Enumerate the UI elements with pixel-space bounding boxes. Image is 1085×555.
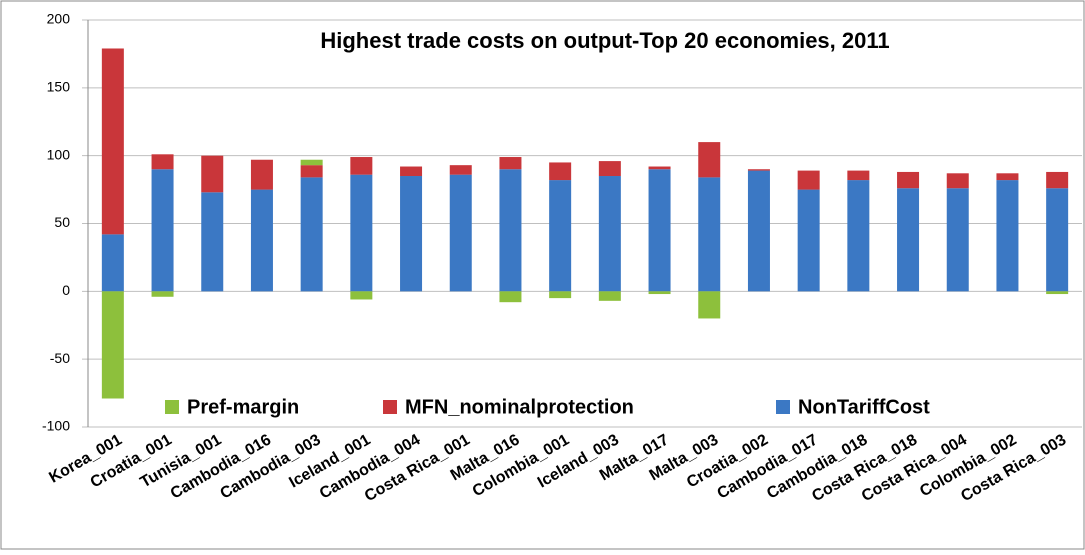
- bar-segment: [300, 177, 323, 292]
- bar-segment: [648, 166, 671, 170]
- bar-segment: [598, 161, 621, 177]
- y-tick-label: 200: [47, 11, 71, 27]
- bar-segment: [449, 174, 472, 292]
- bar-segment: [350, 174, 373, 292]
- bar-segment: [300, 159, 323, 166]
- bar-segment: [847, 170, 870, 181]
- bar-segment: [747, 170, 770, 292]
- bar-segment: [897, 171, 920, 189]
- bar-segment: [151, 169, 174, 292]
- bar-segment: [151, 291, 174, 297]
- bar-segment: [101, 291, 124, 399]
- bar-segment: [499, 157, 522, 170]
- legend-swatch: [383, 400, 397, 414]
- bar-segment: [151, 154, 174, 170]
- legend-swatch: [776, 400, 790, 414]
- bar-segment: [250, 189, 273, 292]
- bar-segment: [549, 291, 572, 299]
- bar-segment: [400, 166, 423, 177]
- bar-segment: [1046, 188, 1069, 292]
- bar-segment: [549, 162, 572, 181]
- bar-segment: [250, 159, 273, 190]
- bar-segment: [1046, 291, 1069, 295]
- bar-segment: [400, 176, 423, 292]
- bar-segment: [350, 157, 373, 175]
- bar-segment: [648, 291, 671, 295]
- y-tick-label: 50: [54, 214, 70, 230]
- bar-segment: [499, 291, 522, 303]
- bar-segment: [797, 189, 820, 292]
- bar-segment: [598, 291, 621, 301]
- bar-segment: [698, 177, 721, 292]
- bar-segment: [797, 170, 820, 190]
- bar-segment: [698, 291, 721, 319]
- bar-segment: [101, 234, 124, 292]
- legend-label: MFN_nominalprotection: [405, 396, 634, 418]
- bar-segment: [201, 192, 224, 292]
- bar-segment: [201, 155, 224, 193]
- bar-segment: [698, 142, 721, 178]
- bar-segment: [1046, 171, 1069, 189]
- legend-swatch: [165, 400, 179, 414]
- legend-label: NonTariffCost: [798, 396, 930, 418]
- bar-segment: [300, 165, 323, 178]
- bar-segment: [747, 169, 770, 171]
- bar-segment: [499, 169, 522, 292]
- y-tick-label: -100: [42, 418, 70, 434]
- y-tick-label: 100: [47, 146, 71, 162]
- bar-segment: [549, 180, 572, 292]
- bar-segment: [946, 188, 969, 292]
- bar-segment: [847, 180, 870, 292]
- bar-segment: [996, 180, 1019, 292]
- chart-title: Highest trade costs on output-Top 20 eco…: [320, 28, 889, 53]
- bar-segment: [897, 188, 920, 292]
- bar-segment: [449, 165, 472, 175]
- bar-segment: [350, 291, 373, 300]
- bar-segment: [946, 173, 969, 189]
- bar-segment: [101, 48, 124, 235]
- legend-label: Pref-margin: [187, 396, 299, 418]
- bar-segment: [996, 173, 1019, 181]
- bar-segment: [598, 176, 621, 292]
- bar-segment: [648, 169, 671, 292]
- y-tick-label: 150: [47, 79, 71, 95]
- y-tick-label: -50: [50, 350, 70, 366]
- y-tick-label: 0: [62, 282, 70, 298]
